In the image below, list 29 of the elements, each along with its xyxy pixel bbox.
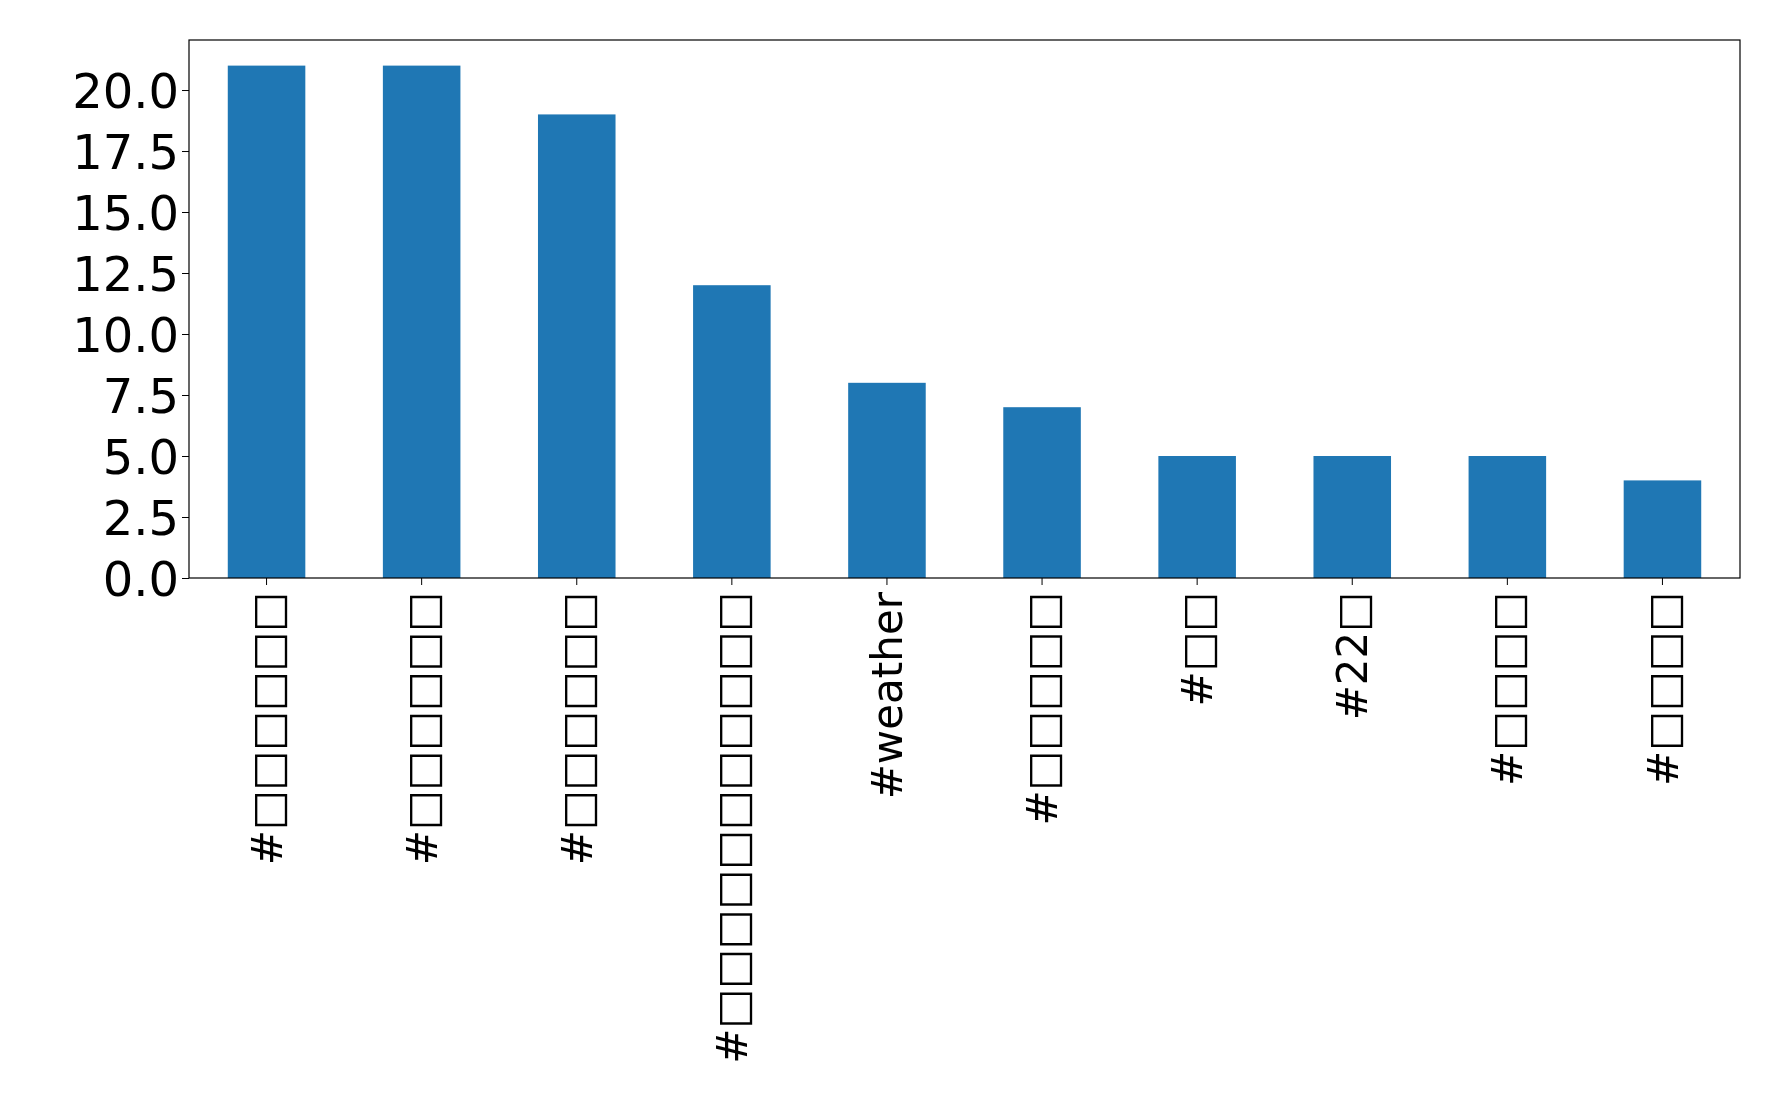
bar xyxy=(1468,456,1547,578)
y-tick-label: 2.5 xyxy=(102,489,179,546)
x-tick-label: #□□ xyxy=(1173,592,1223,707)
x-tick-label: #□□□□□□ xyxy=(552,592,602,866)
y-tick-label: 10.0 xyxy=(72,306,179,363)
x-tick-label: #weather xyxy=(863,591,913,800)
y-tick-label: 17.5 xyxy=(72,123,179,180)
y-tick-label: 15.0 xyxy=(72,184,179,241)
y-tick-label: 5.0 xyxy=(102,428,179,485)
bar xyxy=(1003,407,1081,578)
bar xyxy=(1313,456,1392,578)
x-tick-label: #□□□□□ xyxy=(1018,592,1068,826)
bar xyxy=(693,285,771,578)
bar xyxy=(848,382,926,578)
x-tick-label: #□□□□□□ xyxy=(242,592,292,866)
x-tick-label: #□□□□ xyxy=(1638,592,1688,786)
bar xyxy=(537,114,616,578)
bar xyxy=(382,65,461,578)
y-tick-label: 20.0 xyxy=(72,62,179,119)
x-tick-label: #22□ xyxy=(1328,592,1378,721)
x-tick-label: #□□□□□□□□□□□ xyxy=(707,592,757,1064)
y-tick-label: 12.5 xyxy=(72,245,179,302)
y-tick-label: 0.0 xyxy=(102,550,179,607)
bar xyxy=(1158,456,1236,578)
bar xyxy=(1623,480,1702,578)
bar xyxy=(227,65,306,578)
y-tick-label: 7.5 xyxy=(102,367,179,424)
x-tick-label: #□□□□□□ xyxy=(397,592,447,866)
x-tick-label: #□□□□ xyxy=(1483,592,1533,786)
